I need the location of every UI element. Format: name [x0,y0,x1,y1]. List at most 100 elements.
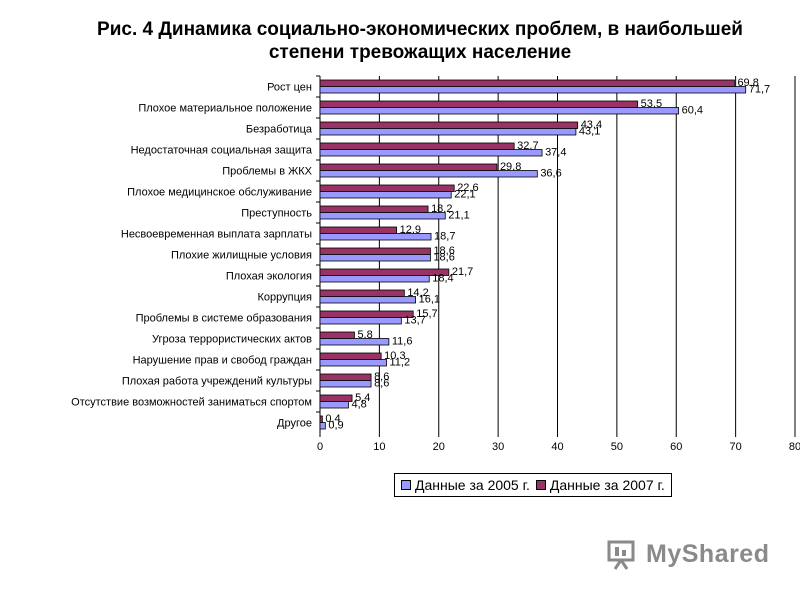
category-label: Проблемы в системе образования [136,313,312,325]
category-label: Несвоевременная выплата зарплаты [121,229,312,241]
legend-swatch-2007 [535,480,546,490]
bar-2005 [319,233,432,241]
bar-2007 [319,310,414,318]
bar-2005 [319,128,577,136]
x-tick-label: 80 [789,441,800,453]
category-label: Недостаточная социальная защита [131,145,313,157]
data-label: 5,8 [357,329,372,341]
category-label: Преступность [241,208,312,220]
presentation-screen-icon [607,540,635,570]
bar-2007 [319,163,498,171]
bar-2005 [319,86,747,94]
legend-label-2007: Данные за 2007 г. [549,477,665,493]
data-label: 22,1 [454,189,475,201]
data-label: 18,4 [432,273,453,285]
bar-2007 [319,142,515,150]
x-tick-label: 20 [433,441,445,453]
data-label: 60,4 [682,105,703,117]
legend: Данные за 2005 г. Данные за 2007 г. [394,473,672,497]
bar-2005 [319,107,680,115]
bar-2005 [319,422,326,430]
x-tick-label: 60 [670,441,682,453]
bar-2005 [319,317,402,325]
bar-2007 [319,205,429,213]
x-tick-label: 50 [611,441,623,453]
bar-2005 [319,359,387,367]
data-label: 15,7 [416,308,437,320]
data-label: 18,6 [433,245,454,257]
category-label: Коррупция [258,292,313,304]
data-label: 21,7 [452,266,473,278]
data-label: 43,1 [579,126,600,138]
x-tick-label: 10 [373,441,385,453]
data-label: 53,5 [641,98,662,110]
bar-2007 [319,121,579,129]
bar-2007 [319,331,355,339]
data-label: 8,6 [374,378,389,390]
legend-swatch-2005 [401,480,411,490]
category-label: Плохое материальное положение [138,103,312,115]
bar-2005 [319,254,431,262]
watermark: MyShared [606,538,769,570]
category-label: Рост цен [267,82,312,94]
bar-2005 [319,338,390,346]
data-label: 36,6 [540,168,561,180]
data-label: 13,7 [404,315,425,327]
data-label: 18,2 [431,203,452,215]
data-label: 11,6 [392,336,413,348]
x-tick-label: 30 [492,441,504,453]
bar-2007 [319,226,397,234]
data-label: 14,2 [407,287,428,299]
legend-label-2005: Данные за 2005 г. [415,477,530,493]
category-label: Другое [277,418,312,430]
legend-item-2005: Данные за 2005 г. [401,477,530,493]
bar-2005 [319,296,416,304]
bar-2005 [319,275,430,283]
bar-2005 [319,149,543,157]
bar-2005 [319,401,349,409]
watermark-text: MyShared [646,539,770,568]
category-label: Отсутствие возможностей заниматься спорт… [71,397,312,409]
category-label: Нарушение прав и свобод граждан [133,355,312,367]
data-label: 5,4 [355,392,370,404]
bar-2007 [319,79,735,87]
legend-item-2007: Данные за 2007 г. [535,477,665,493]
data-label: 18,7 [434,231,455,243]
data-label: 18,6 [433,252,454,264]
category-label: Плохое медицинское обслуживание [127,187,312,199]
bar-2007 [319,268,450,276]
bar-2007 [319,352,382,360]
data-label: 16,1 [419,294,440,306]
bar-2007 [319,373,372,381]
data-label: 71,7 [749,84,770,96]
x-tick-label: 0 [317,441,323,453]
data-label: 29,8 [500,161,521,173]
data-label: 11,2 [390,357,411,369]
bar-2005 [319,380,372,388]
x-tick-label: 40 [551,441,563,453]
bar-2007 [319,184,455,192]
bar-2005 [319,191,452,199]
bar-2007 [319,394,353,402]
chart-title: Рис. 4 Динамика социально-экономических … [97,19,743,63]
category-label: Безработица [246,124,313,136]
category-label: Плохая работа учреждений культуры [122,376,312,388]
data-label: 0,4 [325,413,340,425]
bar-2005 [319,212,446,220]
bar-2007 [319,415,323,423]
data-label: 22,6 [457,182,478,194]
data-label: 32,7 [517,140,538,152]
data-label: 8,6 [374,371,389,383]
bar-2007 [319,289,405,297]
category-label: Проблемы в ЖКХ [222,166,312,178]
data-label: 43,4 [581,119,602,131]
category-label: Угроза террористических актов [152,334,312,346]
bar-2005 [319,170,538,178]
bar-2007 [319,100,639,108]
category-label: Плохая экология [226,271,312,283]
data-label: 21,1 [448,210,469,222]
data-label: 69,8 [737,77,758,89]
data-label: 37,4 [545,147,566,159]
x-tick-label: 70 [730,441,742,453]
